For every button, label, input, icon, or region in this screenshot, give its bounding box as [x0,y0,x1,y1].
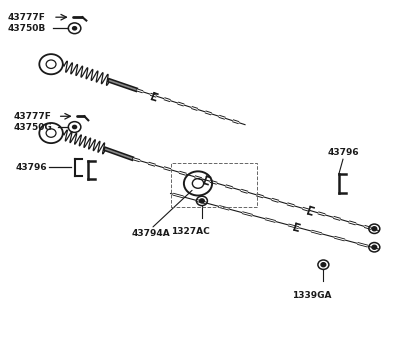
Circle shape [72,125,77,129]
Text: 1327AC: 1327AC [171,227,209,236]
Circle shape [321,263,326,267]
Text: 43796: 43796 [16,163,48,172]
Text: 43794A: 43794A [131,229,170,238]
Circle shape [372,245,377,249]
Text: 43750G: 43750G [14,122,53,132]
Circle shape [72,26,77,31]
Text: 1339GA: 1339GA [292,291,331,300]
Bar [171,163,257,207]
Circle shape [372,227,377,231]
Text: 43777F: 43777F [8,13,46,22]
Text: 43777F: 43777F [14,112,52,121]
Text: 43750B: 43750B [8,24,46,33]
Text: 43796: 43796 [327,148,359,156]
Circle shape [200,199,204,203]
